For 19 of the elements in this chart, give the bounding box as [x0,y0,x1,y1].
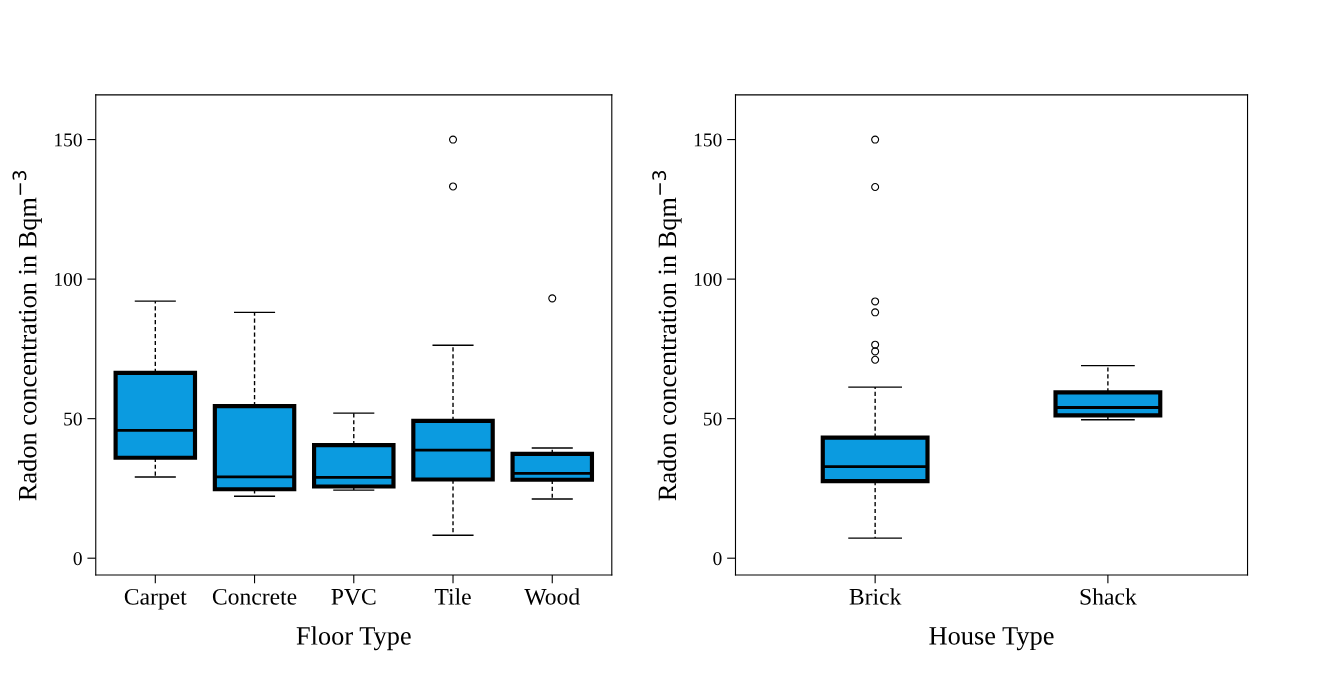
y-tick-label: 0 [713,552,722,566]
y-tick-label: 50 [703,412,722,426]
x-axis-title: Floor Type [296,626,411,651]
x-tick-label: Tile [434,588,471,605]
y-axis-title: Radon concentration in Bqm$^{−3}$ [652,171,682,501]
x-tick-label: Brick [849,588,902,605]
x-tick-label: Concrete [212,588,297,605]
y-tick-label: 0 [73,552,82,566]
y-tick-label: 100 [55,272,82,287]
x-tick-label: PVC [331,588,376,605]
x-axis-title: House Type [929,627,1054,651]
y-tick-label: 150 [55,133,82,147]
y-axis-title: Radon concentration in Bqm$^{−3}$ [12,171,42,501]
x-tick-label: Carpet [124,588,187,610]
y-tick-label: 100 [694,272,722,287]
y-tick-label: 50 [64,412,82,426]
x-tick-label: Shack [1080,588,1137,605]
y-tick-label: 150 [694,133,722,147]
x-tick-label: Wood [524,588,580,605]
